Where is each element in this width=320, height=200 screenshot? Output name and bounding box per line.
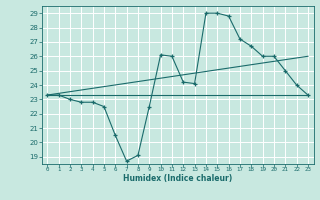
X-axis label: Humidex (Indice chaleur): Humidex (Indice chaleur) xyxy=(123,174,232,183)
